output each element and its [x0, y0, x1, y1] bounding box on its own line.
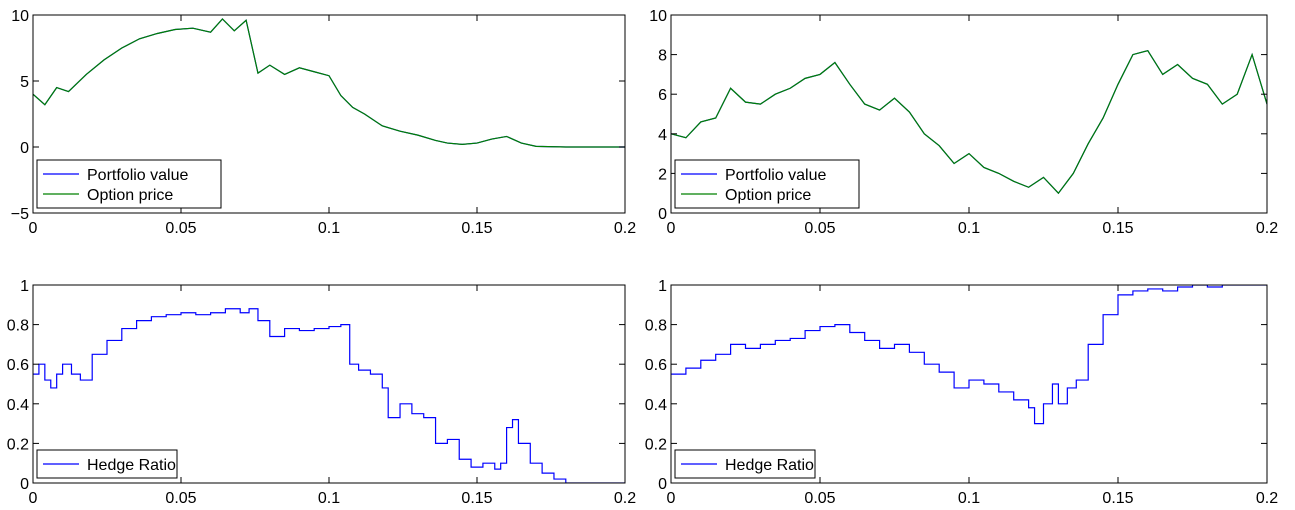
- x-tick-label: 0.15: [1102, 490, 1133, 507]
- x-tick-label: 0.15: [461, 220, 492, 237]
- y-tick-label: 8: [658, 48, 667, 65]
- y-tick-label: 0: [20, 140, 29, 157]
- y-tick-label: −5: [11, 206, 29, 223]
- x-tick-label: 0.2: [1256, 490, 1278, 507]
- legend-label: Portfolio value: [725, 167, 826, 184]
- x-tick-label: 0.05: [804, 490, 835, 507]
- legend: Hedge Ratio: [36, 449, 178, 479]
- y-tick-label: 6: [658, 87, 667, 104]
- series-line-2: [671, 49, 1267, 195]
- y-tick-label: 1: [20, 278, 29, 295]
- x-tick-label: 0.05: [165, 220, 196, 237]
- y-tick-label: 0: [658, 206, 667, 223]
- legend-box: [36, 159, 222, 209]
- x-tick-label: 0.05: [804, 220, 835, 237]
- legend: Hedge Ratio: [674, 449, 816, 479]
- y-tick-label: 0.2: [7, 436, 29, 453]
- legend-label: Hedge Ratio: [87, 457, 176, 474]
- legend-label: Hedge Ratio: [725, 457, 814, 474]
- x-tick-label: 0.1: [958, 220, 980, 237]
- x-tick-label: 0.05: [165, 490, 196, 507]
- x-tick-label: 0: [667, 490, 676, 507]
- y-tick-label: 4: [658, 127, 667, 144]
- x-tick-label: 0.15: [1102, 220, 1133, 237]
- x-tick-label: 0.2: [614, 220, 636, 237]
- y-tick-label: 10: [649, 8, 667, 25]
- y-tick-label: 2: [658, 166, 667, 183]
- series-line-1: [33, 18, 625, 148]
- y-tick-label: 0.6: [645, 357, 667, 374]
- x-tick-label: 0.2: [614, 490, 636, 507]
- legend: Portfolio value Option price: [36, 159, 222, 209]
- legend-label: Portfolio value: [87, 167, 188, 184]
- y-tick-label: 0.2: [645, 436, 667, 453]
- chart-panel-4: 0 0.05 0.1 0.15 0.2 0 0.2 0.4 0.6 0.8 1 Hedge Ratio: [645, 278, 1278, 507]
- chart-panel-3: 0 0.05 0.1 0.15 0.2 0 0.2 0.4 0.6 0.8 1 Hedge Ratio: [7, 278, 636, 507]
- y-tick-label: 0.8: [645, 318, 667, 335]
- y-tick-label: 10: [11, 8, 29, 25]
- x-tick-label: 0.15: [461, 490, 492, 507]
- y-tick-label: 5: [20, 74, 29, 91]
- legend-box: [674, 159, 860, 209]
- x-tick-label: 0: [29, 490, 38, 507]
- series-line-1: [671, 285, 1267, 425]
- y-tick-label: 0: [658, 476, 667, 493]
- y-tick-label: 0.6: [7, 357, 29, 374]
- x-tick-label: 0: [667, 220, 676, 237]
- x-tick-label: 0: [29, 220, 38, 237]
- y-tick-label: 0.8: [7, 318, 29, 335]
- legend: Portfolio value Option price: [674, 159, 860, 209]
- chart-panel-2: 0 0.05 0.1 0.15 0.2 0 2 4 6 8 10 Portfolio value Opt…: [649, 8, 1278, 237]
- y-tick-label: 0.4: [645, 397, 667, 414]
- x-tick-label: 0.2: [1256, 220, 1278, 237]
- legend-label: Option price: [725, 187, 811, 204]
- y-tick-label: 0: [20, 476, 29, 493]
- y-tick-label: 1: [658, 278, 667, 295]
- series-line-2: [33, 18, 625, 148]
- x-tick-label: 0.1: [958, 490, 980, 507]
- y-tick-label: 0.4: [7, 397, 29, 414]
- x-tick-label: 0.1: [318, 220, 340, 237]
- legend-label: Option price: [87, 187, 173, 204]
- series-line-1: [33, 308, 625, 483]
- x-tick-label: 0.1: [318, 490, 340, 507]
